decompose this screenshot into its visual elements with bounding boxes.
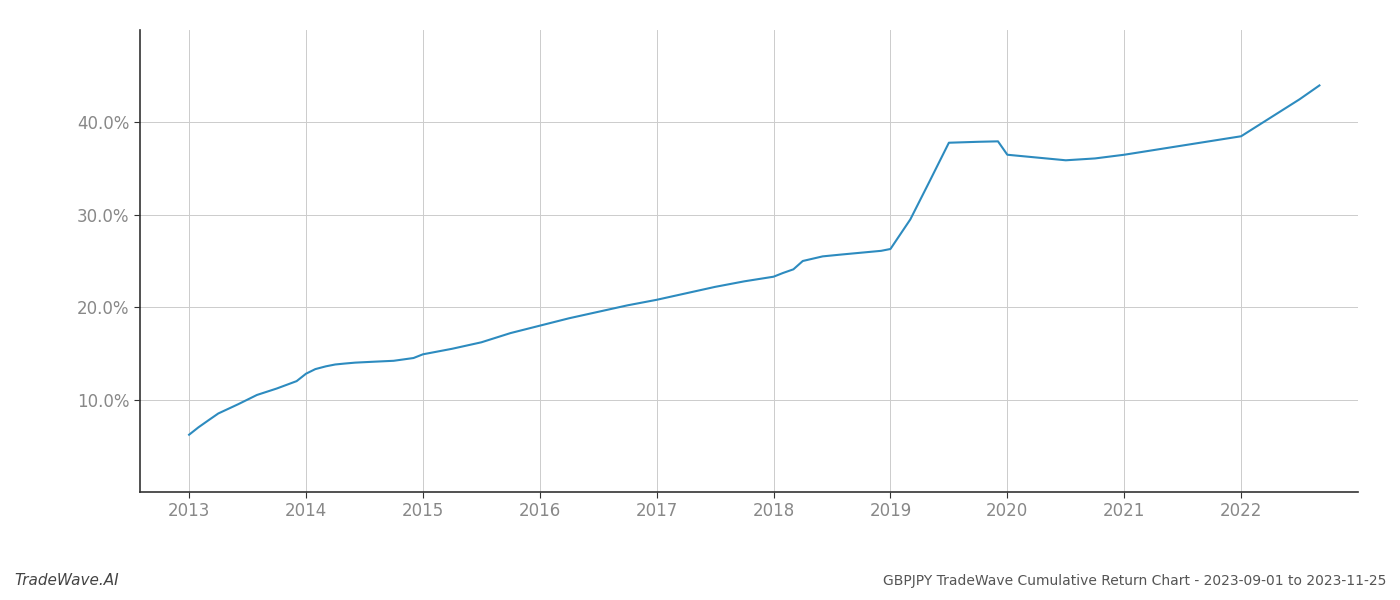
- Text: TradeWave.AI: TradeWave.AI: [14, 573, 119, 588]
- Text: GBPJPY TradeWave Cumulative Return Chart - 2023-09-01 to 2023-11-25: GBPJPY TradeWave Cumulative Return Chart…: [882, 574, 1386, 588]
